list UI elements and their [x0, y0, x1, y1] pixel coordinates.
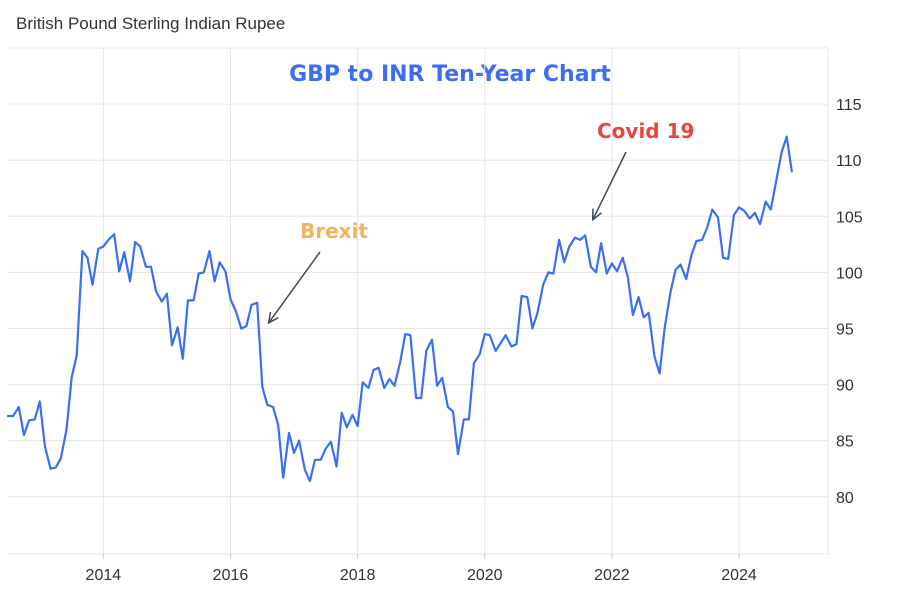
- chart-title: GBP to INR Ten-Year Chart: [289, 62, 611, 87]
- y-tick-label: 110: [836, 153, 862, 170]
- grid-lines: [8, 47, 829, 559]
- arrow-head: [267, 311, 279, 325]
- axis-ticks: 80 85 90 95 100 105 110 115 2014 2016 2018 2020 2022…: [86, 97, 863, 584]
- x-tick-label: 2020: [467, 567, 503, 584]
- y-tick-label: 85: [836, 434, 854, 451]
- y-tick-label: 105: [836, 209, 863, 226]
- series-line: [6, 135, 793, 483]
- annotations: Brexit Covid 19: [267, 119, 694, 325]
- y-tick-label: 115: [836, 97, 862, 114]
- y-tick-label: 95: [836, 321, 854, 338]
- x-tick-label: 2016: [213, 567, 249, 584]
- x-tick-label: 2024: [721, 567, 757, 584]
- page-title: British Pound Sterling Indian Rupee: [16, 14, 286, 33]
- y-tick-label: 80: [836, 490, 854, 507]
- x-tick-label: 2018: [340, 567, 376, 584]
- x-tick-label: 2022: [594, 567, 630, 584]
- x-tick-label: 2014: [86, 567, 122, 584]
- series-layer: [6, 135, 793, 483]
- annotation-label: Covid 19: [597, 119, 694, 143]
- annotation-label: Brexit: [300, 219, 368, 243]
- y-tick-label: 90: [836, 378, 854, 395]
- arrow-head: [592, 208, 602, 222]
- y-tick-label: 100: [836, 265, 863, 282]
- annotation-arrow: [592, 151, 627, 220]
- annotation-arrow: [268, 251, 321, 324]
